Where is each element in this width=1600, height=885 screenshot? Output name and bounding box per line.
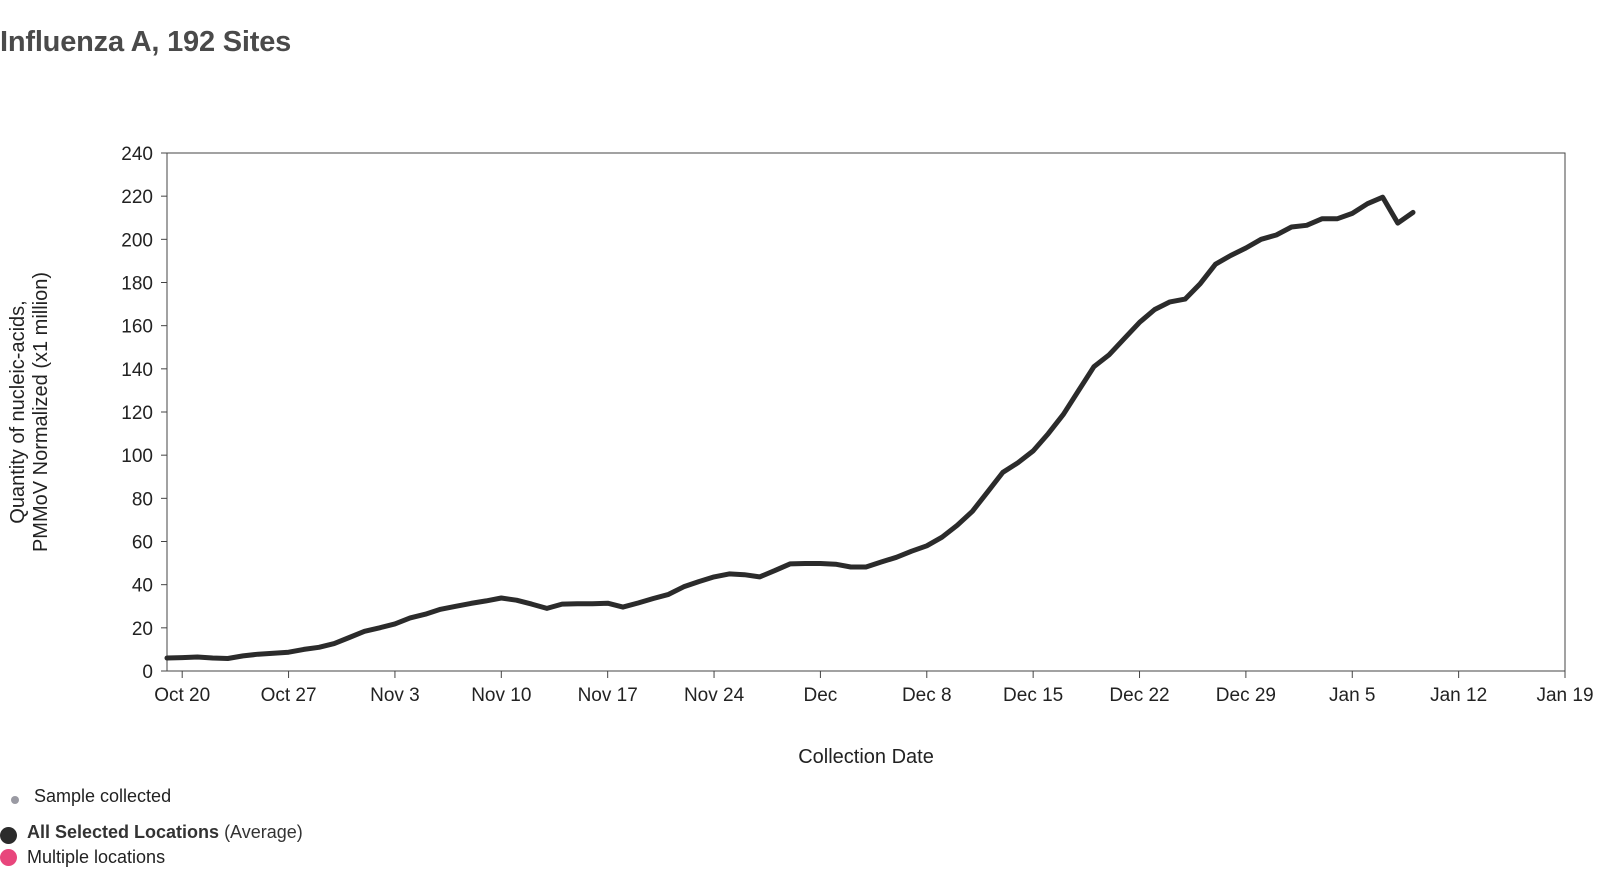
x-tick-label: Jan 19 bbox=[1536, 685, 1593, 706]
legend-all-locations-suffix: (Average) bbox=[224, 822, 303, 842]
y-tick-label: 20 bbox=[132, 619, 153, 640]
legend-all-locations-label: All Selected Locations bbox=[27, 822, 220, 842]
y-tick-label: 200 bbox=[121, 230, 153, 251]
x-axis-title: Collection Date bbox=[798, 746, 934, 768]
legend-sample-label: Sample collected bbox=[34, 786, 172, 806]
y-tick-label: 180 bbox=[121, 274, 153, 295]
y-tick-label: 220 bbox=[121, 187, 153, 208]
x-tick-label: Jan 5 bbox=[1329, 685, 1375, 706]
legend-item-all-selected-locations[interactable]: All Selected Locations (Average) bbox=[0, 822, 303, 844]
chart-title: Influenza A, 192 Sites bbox=[0, 26, 292, 58]
y-tick-label: 80 bbox=[132, 489, 153, 510]
x-tick-label: Nov 24 bbox=[684, 685, 745, 706]
y-tick-label: 40 bbox=[132, 576, 153, 597]
x-tick-label: Oct 20 bbox=[154, 685, 210, 706]
x-tick-label: Nov 17 bbox=[578, 685, 638, 706]
y-axis-title-line: Quantity of nucleic-acids, bbox=[7, 300, 29, 523]
x-tick-label: Dec 15 bbox=[1003, 685, 1063, 706]
x-axis: Oct 20 Oct 27 Nov 3 Nov 10 Nov 17 Nov 24 Dec De… bbox=[154, 671, 1594, 706]
y-tick-label: 60 bbox=[132, 533, 153, 554]
y-axis-title: Quantity of nucleic-acids, PMMoV Normaliz… bbox=[7, 272, 52, 552]
y-tick-label: 100 bbox=[121, 446, 153, 467]
multiple-locations-dot-icon bbox=[0, 849, 17, 866]
x-tick-label: Jan 12 bbox=[1430, 685, 1487, 706]
y-tick-label: 160 bbox=[121, 317, 153, 338]
all-locations-dot-icon bbox=[0, 827, 17, 844]
sample-dot-icon bbox=[11, 795, 19, 804]
y-tick-label: 120 bbox=[121, 403, 153, 424]
x-tick-label: Dec 22 bbox=[1109, 685, 1169, 706]
y-axis: 0 20 40 60 80 100 120 140 160 180 200 220 240 bbox=[121, 144, 167, 683]
x-tick-label: Nov 10 bbox=[471, 685, 531, 706]
legend-multiple-label: Multiple locations bbox=[27, 847, 166, 867]
y-axis-title-line: PMMoV Normalized (x1 million) bbox=[30, 272, 52, 552]
plot-area-frame bbox=[166, 152, 1566, 672]
y-tick-label: 240 bbox=[121, 144, 153, 165]
legend-item-sample-collected: Sample collected bbox=[0, 786, 171, 807]
x-tick-label: Nov 3 bbox=[370, 685, 420, 706]
series-line-all-selected-locations bbox=[164, 194, 1416, 661]
y-tick-label: 140 bbox=[121, 360, 153, 381]
y-tick-label: 0 bbox=[142, 662, 153, 683]
x-tick-label: Dec bbox=[804, 685, 838, 706]
x-tick-label: Oct 27 bbox=[261, 685, 317, 706]
legend-item-multiple-locations[interactable]: Multiple locations bbox=[0, 847, 165, 868]
x-tick-label: Dec 29 bbox=[1216, 685, 1276, 706]
x-tick-label: Dec 8 bbox=[902, 685, 952, 706]
